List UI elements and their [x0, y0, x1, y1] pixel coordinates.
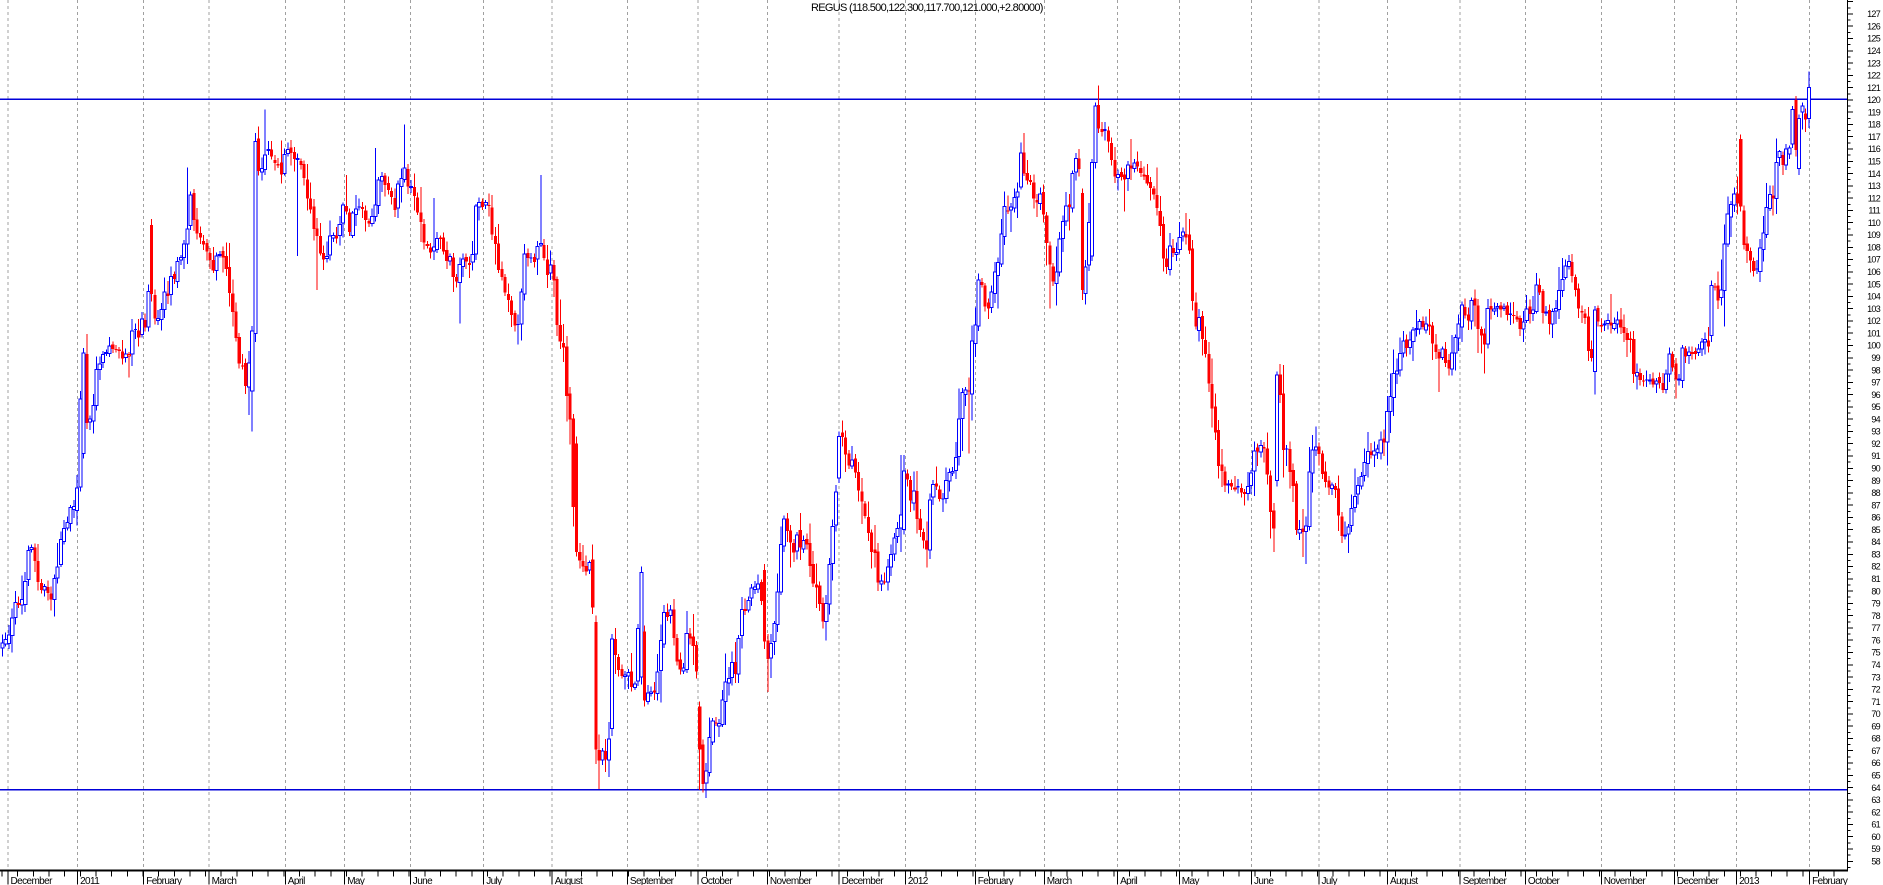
svg-text:April: April: [288, 876, 305, 885]
svg-text:102: 102: [1867, 316, 1881, 326]
svg-text:September: September: [630, 876, 675, 885]
svg-text:66: 66: [1871, 758, 1880, 768]
svg-text:124: 124: [1867, 46, 1881, 56]
svg-text:March: March: [212, 876, 237, 885]
svg-text:August: August: [555, 876, 583, 885]
svg-text:2012: 2012: [908, 876, 929, 885]
svg-text:93: 93: [1871, 427, 1880, 437]
svg-text:74: 74: [1871, 660, 1880, 670]
svg-text:78: 78: [1871, 611, 1880, 621]
svg-text:104: 104: [1867, 292, 1881, 302]
svg-text:103: 103: [1867, 304, 1881, 314]
svg-text:120: 120: [1867, 95, 1881, 105]
svg-text:December: December: [842, 876, 885, 885]
svg-text:90: 90: [1871, 464, 1880, 474]
svg-text:108: 108: [1867, 243, 1881, 253]
svg-text:June: June: [413, 876, 433, 885]
svg-text:December: December: [11, 876, 54, 885]
svg-text:77: 77: [1871, 623, 1880, 633]
svg-text:116: 116: [1868, 144, 1881, 154]
svg-text:127: 127: [1867, 9, 1881, 19]
svg-text:71: 71: [1871, 697, 1880, 707]
svg-text:105: 105: [1867, 279, 1881, 289]
svg-text:July: July: [1322, 876, 1338, 885]
svg-text:89: 89: [1871, 476, 1880, 486]
svg-text:95: 95: [1871, 402, 1880, 412]
svg-text:99: 99: [1871, 353, 1880, 363]
svg-text:67: 67: [1871, 746, 1880, 756]
svg-text:64: 64: [1871, 783, 1880, 793]
svg-text:106: 106: [1867, 267, 1881, 277]
svg-text:April: April: [1120, 876, 1137, 885]
svg-text:69: 69: [1871, 721, 1880, 731]
svg-text:February: February: [1812, 876, 1848, 885]
svg-text:117: 117: [1868, 132, 1881, 142]
svg-text:November: November: [1604, 876, 1647, 885]
svg-text:97: 97: [1871, 378, 1880, 388]
svg-text:59: 59: [1871, 844, 1880, 854]
svg-text:February: February: [146, 876, 182, 885]
svg-text:80: 80: [1871, 586, 1880, 596]
svg-text:125: 125: [1867, 34, 1881, 44]
svg-text:August: August: [1390, 876, 1418, 885]
svg-text:2011: 2011: [80, 876, 100, 885]
svg-text:92: 92: [1871, 439, 1880, 449]
svg-text:October: October: [701, 876, 734, 885]
svg-text:85: 85: [1871, 525, 1880, 535]
svg-text:65: 65: [1871, 771, 1880, 781]
svg-text:61: 61: [1871, 820, 1880, 830]
svg-text:76: 76: [1871, 635, 1880, 645]
svg-text:December: December: [1677, 876, 1720, 885]
svg-text:119: 119: [1868, 107, 1881, 117]
svg-text:87: 87: [1871, 500, 1880, 510]
svg-text:May: May: [347, 876, 365, 885]
svg-text:91: 91: [1871, 451, 1880, 461]
svg-text:121: 121: [1867, 83, 1881, 93]
svg-text:82: 82: [1871, 562, 1880, 572]
svg-text:107: 107: [1867, 255, 1881, 265]
svg-text:122: 122: [1867, 71, 1881, 81]
svg-text:58: 58: [1871, 857, 1880, 867]
svg-text:83: 83: [1871, 550, 1880, 560]
svg-text:118: 118: [1868, 120, 1881, 130]
svg-text:September: September: [1463, 876, 1508, 885]
svg-text:96: 96: [1871, 390, 1880, 400]
svg-text:100: 100: [1867, 341, 1881, 351]
svg-text:October: October: [1528, 876, 1561, 885]
svg-text:March: March: [1047, 876, 1072, 885]
svg-text:98: 98: [1871, 365, 1880, 375]
svg-text:113: 113: [1868, 181, 1881, 191]
svg-text:62: 62: [1871, 807, 1880, 817]
svg-text:114: 114: [1868, 169, 1881, 179]
svg-text:81: 81: [1871, 574, 1880, 584]
svg-text:75: 75: [1871, 648, 1880, 658]
svg-text:123: 123: [1867, 58, 1881, 68]
svg-text:86: 86: [1871, 513, 1880, 523]
svg-text:70: 70: [1871, 709, 1880, 719]
svg-text:63: 63: [1871, 795, 1880, 805]
svg-text:111: 111: [1868, 206, 1880, 216]
svg-text:72: 72: [1871, 685, 1880, 695]
svg-text:February: February: [978, 876, 1014, 885]
svg-text:112: 112: [1868, 193, 1881, 203]
svg-text:84: 84: [1871, 537, 1880, 547]
svg-text:79: 79: [1871, 599, 1880, 609]
svg-text:60: 60: [1871, 832, 1880, 842]
svg-text:110: 110: [1868, 218, 1881, 228]
svg-text:115: 115: [1868, 157, 1881, 167]
svg-text:109: 109: [1867, 230, 1881, 240]
svg-text:June: June: [1254, 876, 1274, 885]
svg-text:May: May: [1182, 876, 1200, 885]
svg-text:126: 126: [1867, 21, 1881, 31]
svg-text:November: November: [770, 876, 813, 885]
svg-text:July: July: [486, 876, 502, 885]
svg-text:68: 68: [1871, 734, 1880, 744]
svg-text:2013: 2013: [1739, 876, 1760, 885]
svg-text:94: 94: [1871, 414, 1880, 424]
svg-text:101: 101: [1867, 328, 1881, 338]
svg-text:REGUS (118.500,122.300,117.700: REGUS (118.500,122.300,117.700,121.000,+…: [811, 2, 1043, 14]
svg-text:73: 73: [1871, 672, 1880, 682]
svg-text:88: 88: [1871, 488, 1880, 498]
